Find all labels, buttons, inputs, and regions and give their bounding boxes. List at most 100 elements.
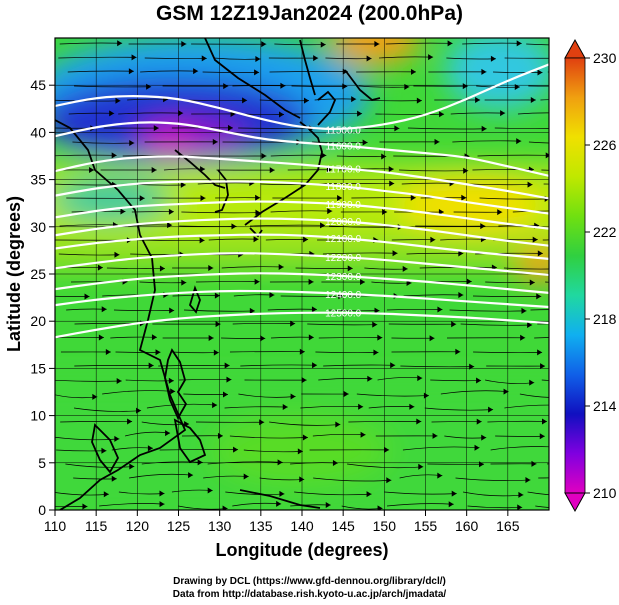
streamline-arrow xyxy=(476,418,482,425)
y-tick-label: 5 xyxy=(38,455,46,471)
streamline-arrow xyxy=(230,110,236,117)
streamline-arrow xyxy=(373,349,379,356)
streamline-arrow xyxy=(261,41,267,48)
streamline-arrow xyxy=(591,348,596,354)
streamline xyxy=(494,127,549,129)
streamline-arrow xyxy=(377,334,383,341)
streamline-arrow xyxy=(529,279,535,286)
x-tick-label: 110 xyxy=(44,518,67,534)
streamline-arrow xyxy=(233,446,239,453)
streamline-arrow xyxy=(253,236,259,243)
streamline-arrow xyxy=(299,476,305,483)
streamline-arrow xyxy=(117,40,123,47)
streamline xyxy=(462,491,524,497)
streamline-arrow xyxy=(520,334,526,341)
streamline-arrow xyxy=(147,445,153,452)
streamline-arrow xyxy=(437,306,443,313)
streamline xyxy=(540,99,549,101)
streamline-arrow xyxy=(537,349,543,356)
streamline xyxy=(270,210,333,213)
streamline-arrow xyxy=(243,473,249,480)
streamline xyxy=(74,365,154,367)
x-tick-label: 130 xyxy=(208,518,232,534)
streamline-arrow xyxy=(180,181,186,188)
streamline-arrow xyxy=(416,418,422,425)
streamline-arrow xyxy=(455,348,461,355)
streamline xyxy=(472,295,542,297)
streamline xyxy=(207,461,283,465)
streamline-arrow xyxy=(497,209,503,216)
streamline-arrow xyxy=(372,321,378,328)
streamline-arrow xyxy=(603,459,608,465)
streamline xyxy=(440,390,509,395)
streamline-arrow xyxy=(406,279,412,286)
streamline-arrow xyxy=(139,195,145,202)
streamline-arrow xyxy=(215,321,221,328)
contour-line xyxy=(55,311,549,339)
streamline-arrow xyxy=(217,432,223,439)
coast-mainland-asia xyxy=(55,119,187,510)
streamline xyxy=(528,141,549,144)
streamline-arrow xyxy=(290,320,296,327)
streamline-arrow xyxy=(517,504,523,510)
streamline-arrow xyxy=(514,83,520,90)
x-axis-label: Longitude (degrees) xyxy=(215,540,388,560)
streamline-arrow xyxy=(516,138,522,145)
coast-kurils xyxy=(344,69,381,101)
streamline xyxy=(347,463,424,469)
streamline-arrow xyxy=(321,152,327,159)
contour-label: 11600.0 xyxy=(325,142,361,153)
streamline-arrow xyxy=(594,70,599,76)
y-tick-label: 45 xyxy=(30,77,46,93)
streamline-arrow xyxy=(360,279,366,286)
field-blob-orange xyxy=(330,38,420,65)
streamline-arrow xyxy=(466,278,472,285)
streamline-arrow xyxy=(212,138,218,145)
contour-label: 12200.0 xyxy=(325,253,362,264)
streamline-arrow xyxy=(537,69,543,76)
streamline-arrow xyxy=(326,166,332,173)
streamline-arrow xyxy=(549,55,554,61)
streamline-arrow xyxy=(439,111,445,118)
streamline-arrow xyxy=(169,307,175,314)
field-blob-blue xyxy=(55,78,310,162)
streamline xyxy=(113,309,175,312)
contour-label: 11500.0 xyxy=(325,126,361,137)
y-tick-label: 10 xyxy=(30,408,46,424)
x-tick-label: 145 xyxy=(331,518,355,534)
streamline-arrow xyxy=(476,377,482,384)
streamline-arrow xyxy=(320,41,326,48)
height-contours: 11500.0 11600.0 11700.0 11800.0 11900.0 12000… xyxy=(55,63,549,339)
credit-drawing: Drawing by DCL (https://www.gfd-dennou.o… xyxy=(173,576,446,587)
streamline-arrow xyxy=(432,432,438,439)
streamline-arrow xyxy=(165,430,171,437)
streamline-arrow xyxy=(469,363,475,370)
streamline-arrow xyxy=(197,459,203,466)
streamline-arrow xyxy=(602,294,607,300)
streamline xyxy=(55,379,122,382)
streamline-arrow xyxy=(410,68,416,75)
streamline xyxy=(313,477,392,482)
streamline-arrow xyxy=(151,334,157,341)
streamline-arrow xyxy=(128,68,134,75)
contour-line xyxy=(55,233,549,260)
streamline-arrow xyxy=(303,97,309,104)
streamline-arrow xyxy=(451,321,457,328)
y-tick-label: 0 xyxy=(38,502,46,518)
streamline-arrow xyxy=(553,444,558,450)
streamline-arrow xyxy=(127,418,133,425)
streamline-arrow xyxy=(201,55,207,62)
streamline-arrow xyxy=(200,195,206,202)
streamline-arrow xyxy=(430,236,436,243)
streamline-arrow xyxy=(259,419,265,426)
streamline-arrow xyxy=(302,434,308,441)
colorbar-tick-label: 222 xyxy=(593,224,617,240)
streamline-arrow xyxy=(409,403,415,410)
x-tick-label: 155 xyxy=(414,518,438,534)
streamline-arrow xyxy=(255,209,261,216)
streamline-arrow xyxy=(392,250,398,257)
y-tick-label: 30 xyxy=(30,219,46,235)
streamline-arrow xyxy=(366,55,372,62)
streamline-arrow xyxy=(447,40,453,47)
